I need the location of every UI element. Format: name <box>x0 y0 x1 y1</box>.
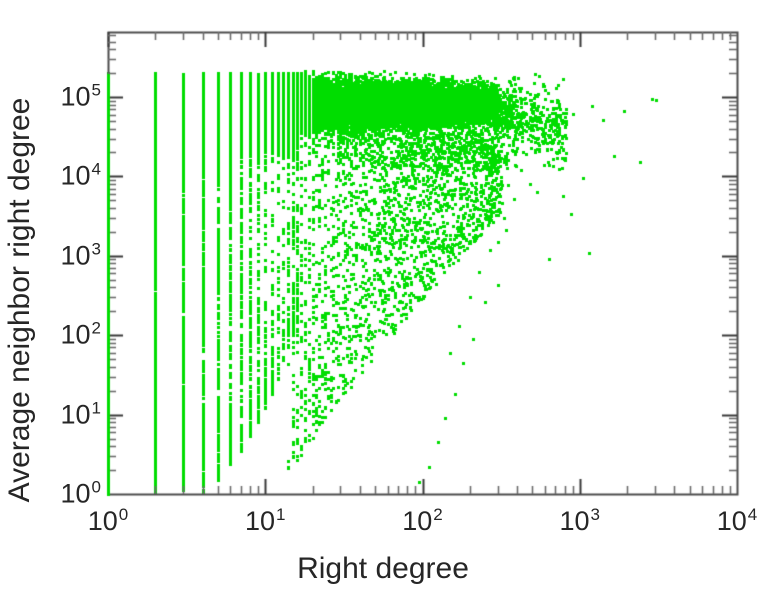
x-tick-label-10e3: 103 <box>559 505 601 536</box>
x-tick-label-10e0: 100 <box>87 505 129 536</box>
y-tick-label-10e2: 102 <box>60 318 101 350</box>
y-tick-label-10e4: 104 <box>60 159 101 191</box>
x-tick-label-10e2: 102 <box>402 505 443 536</box>
x-axis-title: Right degree <box>297 552 469 585</box>
x-tick-label-10e4: 104 <box>716 505 758 536</box>
y-axis-title: Average neighbor right degree <box>3 97 36 503</box>
y-tick-label-10e5: 105 <box>60 80 101 112</box>
x-tick-label-10e1: 101 <box>244 505 286 536</box>
y-tick-label-10e0: 100 <box>60 477 101 509</box>
y-tick-label-10e3: 103 <box>60 239 101 271</box>
y-tick-label-10e1: 101 <box>60 398 101 430</box>
